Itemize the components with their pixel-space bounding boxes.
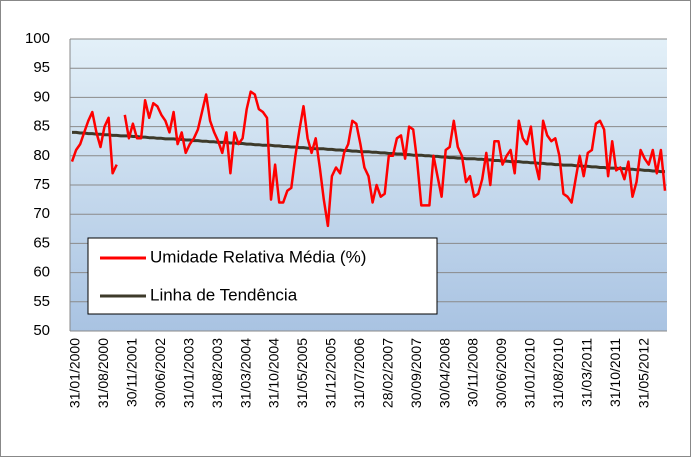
x-tick-label: 31/12/2005: [323, 338, 339, 408]
x-tick-label: 28/02/2007: [379, 338, 395, 408]
x-tick-label: 31/08/2010: [550, 338, 566, 408]
x-tick-label: 31/10/2004: [266, 338, 282, 408]
y-tick-label: 65: [33, 234, 50, 251]
x-tick-label: 30/11/2001: [124, 338, 140, 407]
y-tick-label: 90: [33, 88, 50, 105]
x-tick-label: 30/09/2007: [408, 338, 424, 408]
series-line: [70, 90, 667, 228]
y-tick-label: 95: [33, 59, 50, 76]
x-tick-label: 31/01/2000: [67, 338, 83, 408]
x-tick-label: 30/04/2008: [436, 338, 452, 408]
x-tick-label: 31/03/2011: [578, 338, 594, 407]
y-tick-label: 50: [33, 322, 50, 339]
x-tick-label: 31/08/2000: [95, 338, 111, 408]
legend-box: [87, 237, 438, 315]
x-tick-label: 31/03/2004: [237, 338, 253, 408]
x-tick-label: 31/08/2003: [209, 338, 225, 408]
x-tick-label: 30/11/2008: [465, 338, 481, 407]
legend-label: Linha de Tendência: [150, 285, 298, 304]
series-line: [72, 130, 665, 174]
x-tick-label: 30/06/2002: [152, 338, 168, 408]
y-tick-label: 55: [33, 293, 50, 310]
y-tick-label: 75: [33, 176, 50, 193]
y-tick-label: 85: [33, 118, 50, 135]
y-tick-label: 100: [25, 30, 50, 47]
y-tick-label: 60: [33, 264, 50, 281]
x-tick-label: 31/10/2011: [607, 338, 623, 407]
x-tick-label: 31/01/2010: [522, 338, 538, 408]
y-tick-label: 80: [33, 147, 50, 164]
legend-label: Umidade Relativa Média (%): [150, 247, 366, 266]
x-tick-label: 31/05/2005: [294, 338, 310, 408]
x-tick-label: 31/05/2012: [635, 338, 651, 408]
x-tick-label: 31/01/2003: [180, 338, 196, 408]
x-tick-label: 30/06/2009: [493, 338, 509, 408]
x-tick-label: 31/07/2006: [351, 338, 367, 408]
y-tick-label: 70: [33, 205, 50, 222]
